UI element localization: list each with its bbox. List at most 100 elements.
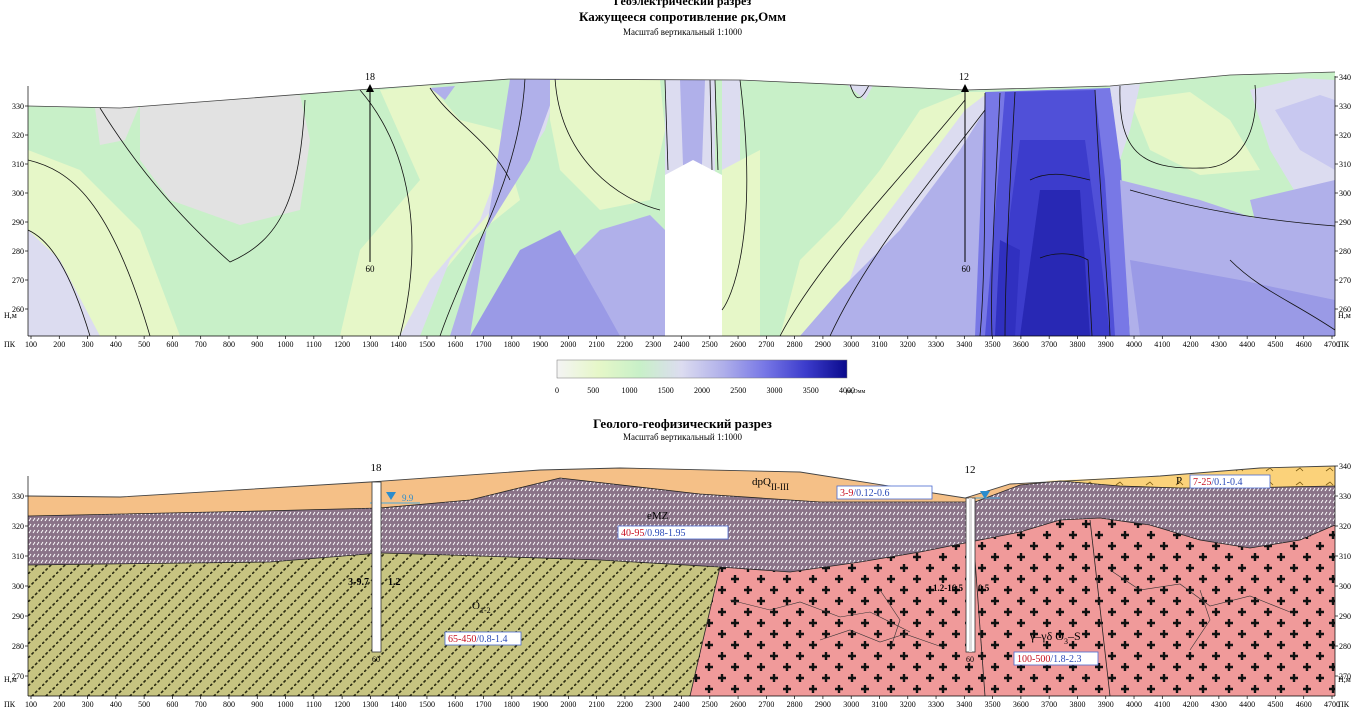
x-tick-top: 2500 [702,340,718,349]
x-tick-bottom: 300 [82,700,94,709]
x-tick-bottom: 2100 [589,700,605,709]
water-level-icon [386,492,396,500]
y-axis-unit: Н,м [1338,311,1351,320]
x-tick-top: 800 [223,340,235,349]
section1-scale: Масштаб вертикальный 1:1000 [623,27,742,37]
x-tick-top: 1200 [334,340,350,349]
x-tick-top: 1800 [504,340,520,349]
x-tick-top: 3200 [900,340,916,349]
y-tick-right-bottom: 340 [1339,462,1351,471]
well-18-top [366,84,374,262]
svg-text:7-25/0.1-0.4: 7-25/0.1-0.4 [1193,477,1242,488]
x-tick-top: 1900 [532,340,548,349]
well-12-right-label: 0.5 [978,583,990,593]
y-tick-right-bottom: 320 [1339,522,1351,531]
x-tick-bottom: 2300 [645,700,661,709]
y-tick-left-top: 280 [12,247,24,256]
x-tick-bottom: 3400 [956,700,972,709]
x-tick-bottom: 4200 [1183,700,1199,709]
x-tick-bottom: 4400 [1239,700,1255,709]
property-box-o: 65-450/0.8-1.4 [444,631,522,646]
well-12-depth: 60 [962,264,972,274]
x-tick-top: 700 [195,340,207,349]
y-tick-left-top: 270 [12,276,24,285]
x-tick-top: 1100 [306,340,322,349]
well-18-label-lower: 18 [371,462,383,474]
well-12-label-lower: 12 [965,464,976,476]
x-tick-top: 4000 [1126,340,1142,349]
x-tick-bottom: 2500 [702,700,718,709]
colorbar-tick: 2000 [694,386,710,395]
x-tick-bottom: 100 [25,700,37,709]
x-tick-bottom: 1900 [532,700,548,709]
x-tick-top: 500 [138,340,150,349]
x-tick-bottom: 3200 [900,700,916,709]
x-tick-bottom: 3100 [871,700,887,709]
x-tick-bottom: 4000 [1126,700,1142,709]
y-tick-right-bottom: 300 [1339,582,1351,591]
y-tick-left-bottom: 290 [12,612,24,621]
axes: 0 500 1000 1500 2000 2500 3000 3500 4000 ПК ПК 100 2… [4,73,1351,709]
svg-text:40-95/0.98-1.95: 40-95/0.98-1.95 [621,528,685,539]
layer-emz [28,478,1335,572]
y-axis-unit: Н,м [4,311,17,320]
x-tick-bottom: 2700 [758,700,774,709]
water-level-icon [980,491,990,499]
x-tick-bottom: 3300 [928,700,944,709]
well-18-left-label: 3-9.7 [348,577,369,588]
x-tick-top: 900 [251,340,263,349]
x-tick-bottom: 1200 [334,700,350,709]
x-tick-bottom: 200 [53,700,65,709]
x-axis-prefix: ПК [1338,340,1350,349]
property-box-p: 7-25/0.1-0.4 [1189,474,1271,489]
x-tick-bottom: 3900 [1098,700,1114,709]
y-tick-right-top: 330 [1339,102,1351,111]
x-tick-top: 400 [110,340,122,349]
layer-emz-label: eMZ [647,510,669,522]
x-tick-bottom: 4300 [1211,700,1227,709]
x-tick-bottom: 1100 [306,700,322,709]
x-tick-top: 3400 [956,340,972,349]
x-tick-top: 3100 [871,340,887,349]
y-tick-right-top: 270 [1339,276,1351,285]
x-tick-bottom: 1700 [476,700,492,709]
property-box-dpq: 3-9/0.12-0.6 [836,485,933,500]
x-tick-bottom: 3500 [985,700,1001,709]
layer-p-label: P [1176,475,1182,487]
layer-dpq-label: dpQII-III [752,476,789,492]
x-axis-prefix: ПК [4,700,16,709]
well-12-depth-lower: 60 [966,655,974,664]
x-tick-bottom: 800 [223,700,235,709]
y-tick-left-top: 320 [12,131,24,140]
y-tick-right-bottom: 280 [1339,642,1351,651]
well-12-bottom [965,491,990,653]
layer-o-label: O1-2 [472,600,491,615]
colorbar-unit: ρк,Омм [846,389,866,395]
x-tick-top: 3000 [843,340,859,349]
layer-dpq [28,466,1335,516]
well-18-depth-lower: 60 [372,655,380,664]
x-tick-bottom: 3600 [1013,700,1029,709]
x-tick-bottom: 3800 [1069,700,1085,709]
x-tick-top: 1700 [476,340,492,349]
colorbar-tick: 0 [555,386,559,395]
x-tick-top: 2600 [730,340,746,349]
x-tick-top: 4500 [1267,340,1283,349]
layer-granite [690,518,1335,696]
svg-text:3-9/0.12-0.6: 3-9/0.12-0.6 [840,488,889,499]
property-box-granite: 100-500/1.8-2.3 [1013,651,1099,666]
y-tick-left-bottom: 280 [12,642,24,651]
x-tick-bottom: 2400 [674,700,690,709]
x-tick-bottom: 1500 [419,700,435,709]
y-tick-right-top: 320 [1339,131,1351,140]
x-tick-bottom: 1000 [278,700,294,709]
colorbar-tick: 3000 [767,386,783,395]
x-tick-bottom: 500 [138,700,150,709]
x-tick-top: 1400 [391,340,407,349]
section2-scale: Масштаб вертикальный 1:1000 [623,432,742,442]
y-axis-unit: Н,м [4,675,17,684]
x-tick-top: 4600 [1296,340,1312,349]
geology-section [27,465,1336,697]
x-tick-bottom: 700 [195,700,207,709]
colorbar [556,359,848,379]
